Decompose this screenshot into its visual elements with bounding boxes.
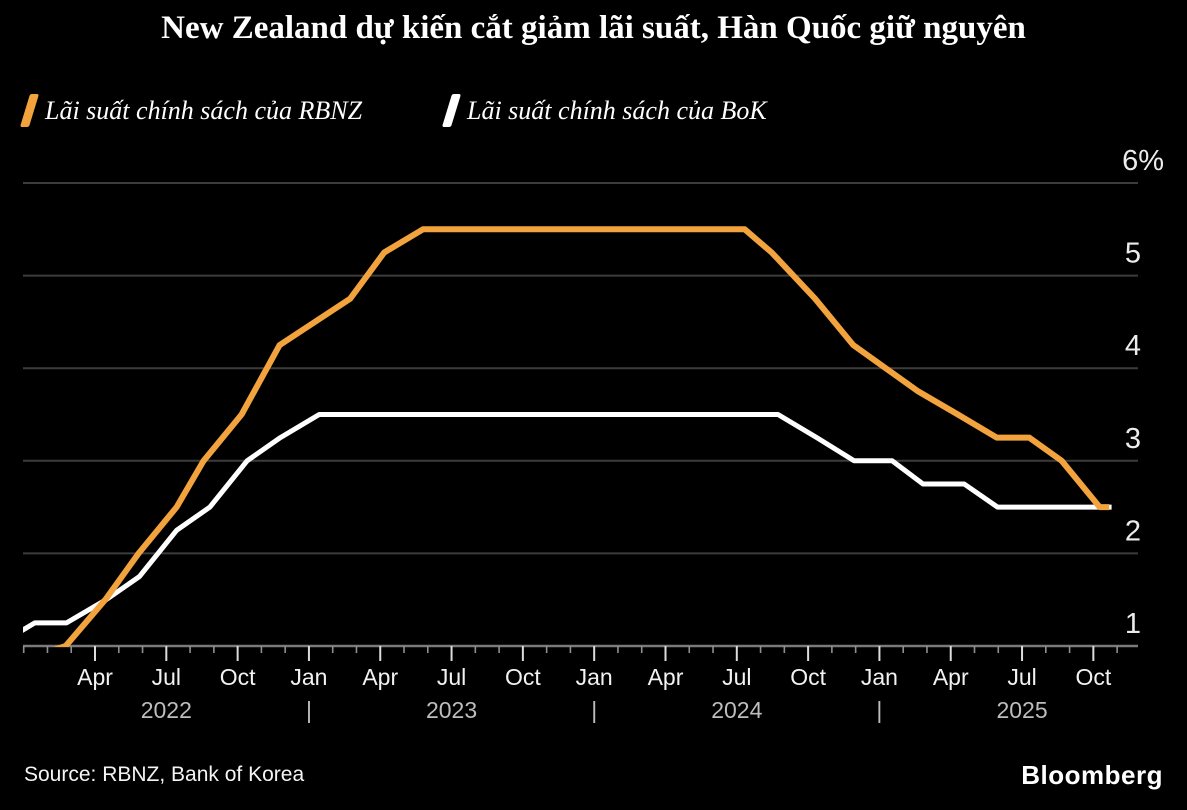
x-axis-year-label: | xyxy=(876,697,882,723)
chart-title: New Zealand dự kiến cắt giảm lãi suất, H… xyxy=(161,10,1026,46)
x-axis-month-label: Oct xyxy=(1075,664,1111,690)
x-axis-month-label: Jul xyxy=(1007,664,1036,690)
bok-rate-line xyxy=(23,412,1112,633)
x-axis-year-label: 2023 xyxy=(426,697,477,723)
x-axis-month-label: Oct xyxy=(505,664,541,690)
y-axis-label: 4 xyxy=(1125,330,1141,362)
x-axis-month-label: Jul xyxy=(152,664,181,690)
x-axis-month-label: Oct xyxy=(790,664,826,690)
legend-item-rbnz: Lãi suất chính sách của RBNZ xyxy=(19,94,363,127)
bloomberg-logo: Bloomberg xyxy=(1021,760,1163,790)
x-axis-month-label: Jul xyxy=(437,664,466,690)
y-axis-label: 1 xyxy=(1125,608,1141,640)
rbnz-line-swatch-icon xyxy=(19,94,40,127)
y-axis-label: 2 xyxy=(1125,515,1141,547)
rate-line-chart: 6% 5 4 3 2 1 Apr Jul Oct Jan Apr Jul Oct Jan Apr Jul Oct… xyxy=(22,145,1164,723)
x-axis-month-label: Jan xyxy=(576,664,613,690)
y-axis-label: 5 xyxy=(1125,238,1141,270)
bok-line-swatch-icon xyxy=(441,94,462,127)
legend-label-rbnz: Lãi suất chính sách của RBNZ xyxy=(45,95,363,125)
x-axis-month-label: Jul xyxy=(722,664,751,690)
legend: Lãi suất chính sách của RBNZ Lãi suất ch… xyxy=(0,94,1187,136)
x-axis-month-label: Oct xyxy=(220,664,256,690)
x-axis-year-label: | xyxy=(591,697,597,723)
legend-item-bok: Lãi suất chính sách của BoK xyxy=(441,94,767,127)
x-axis-year-label: | xyxy=(306,697,312,723)
x-axis-month-label: Jan xyxy=(290,664,327,690)
x-axis-month-label: Apr xyxy=(77,664,113,690)
x-axis-month-label: Apr xyxy=(933,664,969,690)
x-axis-month-label: Jan xyxy=(861,664,898,690)
x-axis-year-label: 2025 xyxy=(996,697,1047,723)
x-axis-month-label: Apr xyxy=(648,664,684,690)
source-note: Source: RBNZ, Bank of Korea xyxy=(24,763,305,786)
legend-label-bok: Lãi suất chính sách của BoK xyxy=(467,95,767,125)
x-axis-year-label: 2022 xyxy=(141,697,192,723)
y-axis-label: 6% xyxy=(1122,145,1164,177)
y-axis-label: 3 xyxy=(1125,423,1141,455)
x-axis-month-label: Apr xyxy=(362,664,398,690)
rbnz-rate-line xyxy=(53,226,1110,647)
x-axis-year-label: 2024 xyxy=(711,697,762,723)
